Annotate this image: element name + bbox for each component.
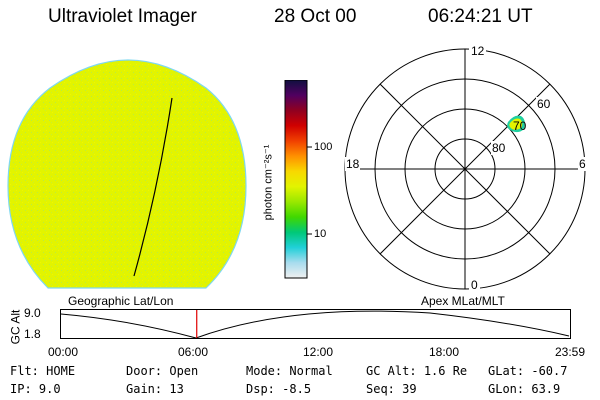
mlt-diagonal-2: [379, 83, 551, 255]
gc-alt-field: GC Alt: 1.6 Re: [366, 364, 468, 378]
door-value: Open: [169, 364, 199, 378]
colorbar-tick-label-100: 100: [314, 141, 333, 153]
mode-value: Normal: [289, 364, 333, 378]
earth-disk: [7, 59, 247, 289]
glon-value: 63.9: [531, 382, 561, 396]
dsp-value: -8.5: [282, 382, 312, 396]
x-tick-1800: 18:00: [429, 345, 460, 359]
seq-value: 39: [402, 382, 417, 396]
lat-label-80: 80: [491, 141, 507, 155]
glat-field: GLat: -60.7: [488, 364, 568, 378]
mode-field: Mode: Normal: [246, 364, 333, 378]
y-tick-9: 9.0: [24, 306, 41, 320]
colorbar-unit-label: photon cm⁻²s⁻¹: [262, 144, 275, 221]
mlt-label-6: 6: [578, 157, 587, 171]
door-field: Door: Open: [126, 364, 199, 378]
ip-value: 9.0: [38, 382, 61, 396]
mlt-label-0: 0: [469, 278, 480, 292]
gain-value: 13: [169, 382, 184, 396]
lat-label-60: 60: [536, 97, 552, 111]
instrument-title: Ultraviolet Imager: [48, 6, 197, 27]
filter-field: Flt: HOME: [10, 364, 76, 378]
altitude-plot: [60, 309, 571, 339]
x-tick-1200: 12:00: [303, 345, 334, 359]
colorbar-tick-label-10: 10: [314, 228, 327, 240]
apex-label: Apex MLat/MLT: [421, 294, 505, 308]
gc-alt-value: 1.6 Re: [423, 364, 468, 378]
glat-value: -60.7: [531, 364, 568, 378]
polar-plot: [344, 48, 586, 290]
lat-label-70: 70: [513, 119, 527, 133]
x-tick-2359: 23:59: [555, 345, 586, 359]
colorbar-gradient: [284, 80, 308, 279]
y-tick-1: 1.8: [24, 327, 41, 341]
colorbar: [284, 80, 312, 279]
dsp-field: Dsp: -8.5: [246, 382, 312, 396]
seq-field: Seq: 39: [366, 382, 417, 396]
time-label: 06:24:21 UT: [428, 6, 533, 27]
x-tick-0000: 00:00: [48, 345, 79, 359]
geographic-label: Geographic Lat/Lon: [68, 294, 174, 308]
gc-alt-axis-label: GC Alt: [8, 309, 23, 345]
mlt-label-18: 18: [345, 157, 361, 171]
gain-field: Gain: 13: [126, 382, 184, 396]
aurora-spot: [507, 115, 525, 133]
altitude-frame: [60, 309, 571, 339]
x-tick-0600: 06:00: [178, 345, 209, 359]
mlt-label-12: 12: [469, 44, 487, 58]
orbit-trace: [133, 97, 173, 277]
filter-value: HOME: [46, 364, 76, 378]
ip-field: IP: 9.0: [10, 382, 61, 396]
uv-image: [7, 59, 247, 289]
glon-field: GLon: 63.9: [488, 382, 561, 396]
date-label: 28 Oct 00: [274, 6, 357, 27]
altitude-curve: [60, 310, 570, 339]
